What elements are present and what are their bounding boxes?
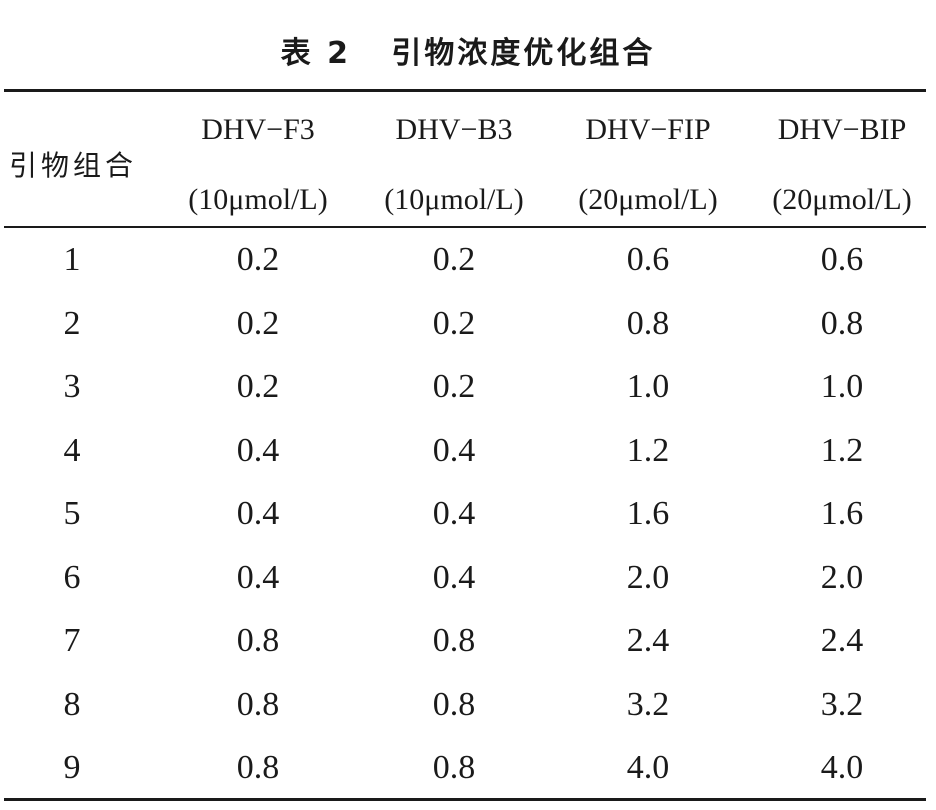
column-header-unit: (10μmol/L) — [188, 183, 328, 216]
column-header-dhv-fip: DHV−FIP (20μmol/L) — [558, 112, 738, 218]
top-rule — [4, 89, 926, 92]
bottom-rule — [4, 798, 926, 801]
table-cell: 1.0 — [626, 368, 670, 405]
table-cell: 0.8 — [432, 622, 476, 659]
table-cell: 1.6 — [820, 495, 864, 532]
table-cell: 0.8 — [432, 749, 476, 786]
row-number: 8 — [63, 686, 81, 723]
column-header-unit: (10μmol/L) — [384, 183, 524, 216]
table-cell: 0.8 — [236, 686, 280, 723]
table-cell: 0.4 — [236, 495, 280, 532]
row-number: 9 — [63, 749, 81, 786]
table-cell: 0.4 — [432, 559, 476, 596]
table-cell: 3.2 — [820, 686, 864, 723]
header-rule — [4, 226, 926, 228]
column-header-unit: (20μmol/L) — [772, 183, 912, 216]
row-header-label: 引物组合 — [8, 149, 137, 182]
table-cell: 2.0 — [820, 559, 864, 596]
table-cell: 2.4 — [626, 622, 670, 659]
row-number: 3 — [63, 368, 81, 405]
table-cell: 0.8 — [236, 622, 280, 659]
table-cell: 0.2 — [236, 241, 280, 278]
table-cell: 0.2 — [432, 241, 476, 278]
table-cell: 0.2 — [236, 368, 280, 405]
table-cell: 0.8 — [236, 749, 280, 786]
table-cell: 4.0 — [820, 749, 864, 786]
row-number: 5 — [63, 495, 81, 532]
table-cell: 0.8 — [626, 305, 670, 342]
row-number: 1 — [63, 241, 81, 278]
column-header-dhv-b3: DHV−B3 (10μmol/L) — [364, 112, 544, 218]
table-cell: 0.2 — [432, 368, 476, 405]
row-number: 6 — [63, 559, 81, 596]
table-cell: 1.2 — [820, 432, 864, 469]
column-header-dhv-f3: DHV−F3 (10μmol/L) — [168, 112, 348, 218]
column-header-dhv-bip: DHV−BIP (20μmol/L) — [752, 112, 932, 218]
table-cell: 0.8 — [432, 686, 476, 723]
table-cell: 0.4 — [236, 432, 280, 469]
column-header-name: DHV−B3 — [395, 113, 513, 146]
table-cell: 0.4 — [432, 495, 476, 532]
column-header-name: DHV−BIP — [777, 113, 907, 146]
table-cell: 0.4 — [236, 559, 280, 596]
table-cell: 0.8 — [820, 305, 864, 342]
table-cell: 4.0 — [626, 749, 670, 786]
row-number: 4 — [63, 432, 81, 469]
table-cell: 2.0 — [626, 559, 670, 596]
column-header-unit: (20μmol/L) — [578, 183, 718, 216]
table-cell: 1.6 — [626, 495, 670, 532]
column-header-name: DHV−F3 — [201, 113, 315, 146]
row-number: 2 — [63, 305, 81, 342]
table-cell: 0.4 — [432, 432, 476, 469]
table-cell: 0.2 — [236, 305, 280, 342]
table-cell: 2.4 — [820, 622, 864, 659]
table-cell: 0.6 — [626, 241, 670, 278]
table-cell: 3.2 — [626, 686, 670, 723]
table-cell: 1.0 — [820, 368, 864, 405]
table-caption: 表 2 引物浓度优化组合 — [280, 36, 656, 71]
table-cell: 1.2 — [626, 432, 670, 469]
table-cell: 0.6 — [820, 241, 864, 278]
table-cell: 0.2 — [432, 305, 476, 342]
row-number: 7 — [63, 622, 81, 659]
column-header-name: DHV−FIP — [585, 113, 711, 146]
